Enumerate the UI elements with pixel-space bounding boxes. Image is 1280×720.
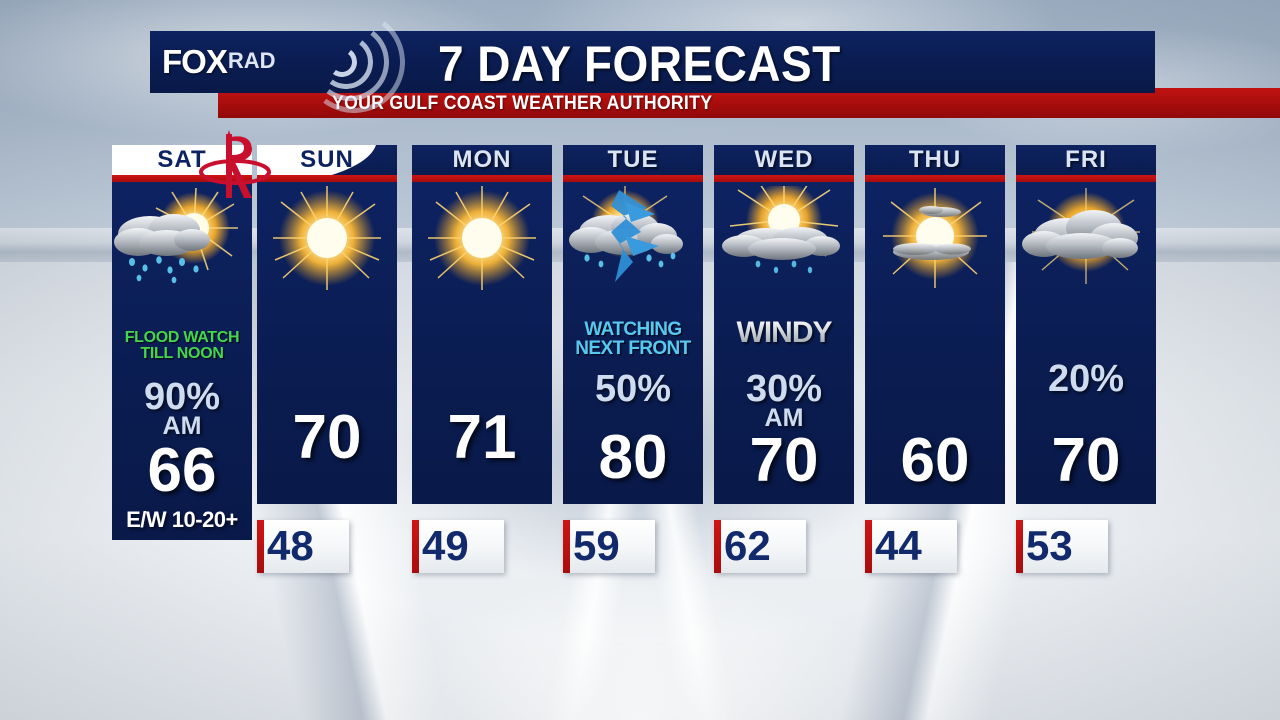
pop-tue: 50%	[594, 368, 672, 410]
day-panel-sun: 70	[257, 182, 397, 504]
sun-icon	[412, 186, 552, 290]
low-temp-box-thu: 44	[865, 520, 957, 573]
page-title: 7 DAY FORECAST	[438, 36, 841, 92]
radar-arcs-icon	[296, 4, 440, 120]
day-rule	[1016, 175, 1156, 182]
high-temp-sun: 70	[292, 403, 362, 472]
low-tick	[1016, 520, 1023, 573]
day-rule	[865, 175, 1005, 182]
day-header-sun: SUN	[257, 145, 397, 175]
rain-clouds-with-sun-icon	[112, 186, 252, 290]
high-temp-wed: 70	[749, 426, 819, 495]
foxrad-logo: FOX RAD	[162, 42, 276, 82]
low-temp-wed: 62	[724, 522, 771, 569]
alert-line-2: TILL NOON	[140, 345, 224, 363]
forecast-day-fri[interactable]: FRI	[1016, 145, 1156, 573]
pop-period-sat: AM	[162, 412, 202, 440]
day-name-fri: FRI	[1065, 146, 1107, 173]
day-rule	[257, 175, 397, 182]
day-panel-wed: WINDY 30% AM 70	[714, 178, 854, 504]
day-name-wed: WED	[754, 146, 814, 173]
forecast-day-mon[interactable]: MON 71	[412, 145, 552, 573]
low-temp-fri: 53	[1026, 522, 1073, 569]
alert-text-wed: WINDY	[714, 317, 854, 349]
low-temp-tue: 59	[573, 522, 620, 569]
front-arrows	[611, 190, 659, 282]
low-temp-thu: 44	[875, 522, 922, 569]
day-panel-mon: 71	[412, 182, 552, 504]
day-rule	[714, 175, 854, 182]
header-bar	[150, 31, 1155, 93]
alert-line-2: NEXT FRONT	[575, 338, 691, 360]
high-temp-fri: 70	[1051, 426, 1121, 495]
low-temp-sun: 48	[267, 522, 314, 569]
pop-fri: 20%	[1047, 358, 1125, 400]
low-tick	[257, 520, 264, 573]
subtitle-banner: YOUR GULF COAST WEATHER AUTHORITY	[218, 88, 1280, 118]
pop-period-wed: AM	[764, 404, 804, 432]
day-header-fri: FRI	[1016, 145, 1156, 175]
day-rule	[412, 175, 552, 182]
low-temp-box-fri: 53	[1016, 520, 1108, 573]
low-tick	[865, 520, 872, 573]
alert-text-sat: FLOOD WATCH TILL NOON	[112, 329, 252, 363]
day-name-thu: THU	[908, 146, 962, 173]
high-temp-mon: 71	[447, 403, 517, 472]
wind-sat: E/W 10-20+	[126, 507, 238, 532]
hazy-sun-icon	[865, 186, 1005, 290]
day-rule	[563, 175, 703, 182]
low-temp-box-mon: 49	[412, 520, 504, 573]
low-tick	[412, 520, 419, 573]
forecast-day-sun[interactable]: SUN	[257, 145, 397, 573]
mostly-cloudy-sun-icon	[1016, 186, 1156, 290]
day-rule	[112, 175, 252, 182]
subtitle-text: YOUR GULF COAST WEATHER AUTHORITY	[332, 93, 713, 114]
pop-wed: 30%	[745, 368, 823, 410]
high-temp-thu: 60	[900, 426, 970, 495]
forecast-day-tue[interactable]: TUE	[563, 145, 703, 573]
day-panel-sat: FLOOD WATCH TILL NOON 90% AM 66 E/W 10-2…	[112, 182, 252, 540]
rain-clouds-with-front-arrows-icon	[563, 186, 703, 290]
day-panel-fri: 20% 70	[1016, 182, 1156, 504]
high-temp-tue: 80	[598, 423, 668, 492]
sun-behind-rain-cloud-icon	[714, 178, 854, 290]
low-temp-box-tue: 59	[563, 520, 655, 573]
foxrad-logo-rad: RAD	[227, 48, 276, 73]
foxrad-logo-fox: FOX	[162, 43, 228, 80]
day-name-sat: SAT	[157, 146, 207, 173]
day-header-wed: WED	[714, 145, 854, 175]
forecast-day-sat[interactable]: SAT	[112, 145, 252, 540]
day-panel-tue: WATCHING NEXT FRONT 50% 80	[563, 182, 703, 504]
day-header-thu: THU	[865, 145, 1005, 175]
alert-line-1: FLOOD WATCH	[124, 329, 240, 346]
low-temp-mon: 49	[422, 522, 469, 569]
high-temp-sat: 66	[147, 436, 217, 505]
forecast-day-thu[interactable]: THU	[865, 145, 1005, 573]
low-tick	[563, 520, 570, 573]
day-header-tue: TUE	[563, 145, 703, 175]
low-tick	[714, 520, 721, 573]
day-name-mon: MON	[452, 146, 512, 173]
day-name-tue: TUE	[607, 146, 659, 173]
low-temp-box-sun: 48	[257, 520, 349, 573]
day-name-sun: SUN	[300, 146, 354, 173]
sun-icon	[257, 186, 397, 290]
alert-text-tue: WATCHING NEXT FRONT	[563, 320, 703, 359]
forecast-day-wed[interactable]: WED	[714, 145, 854, 573]
header-banner: FOX RAD 7 DAY FORECAST	[150, 4, 1155, 120]
day-panel-thu: 60	[865, 182, 1005, 504]
low-temp-box-wed: 62	[714, 520, 806, 573]
pop-sat: 90%	[143, 376, 221, 418]
day-header-mon: MON	[412, 145, 552, 175]
houston-rockets-logo	[196, 128, 274, 206]
alert-line-1: WATCHING	[584, 319, 682, 340]
